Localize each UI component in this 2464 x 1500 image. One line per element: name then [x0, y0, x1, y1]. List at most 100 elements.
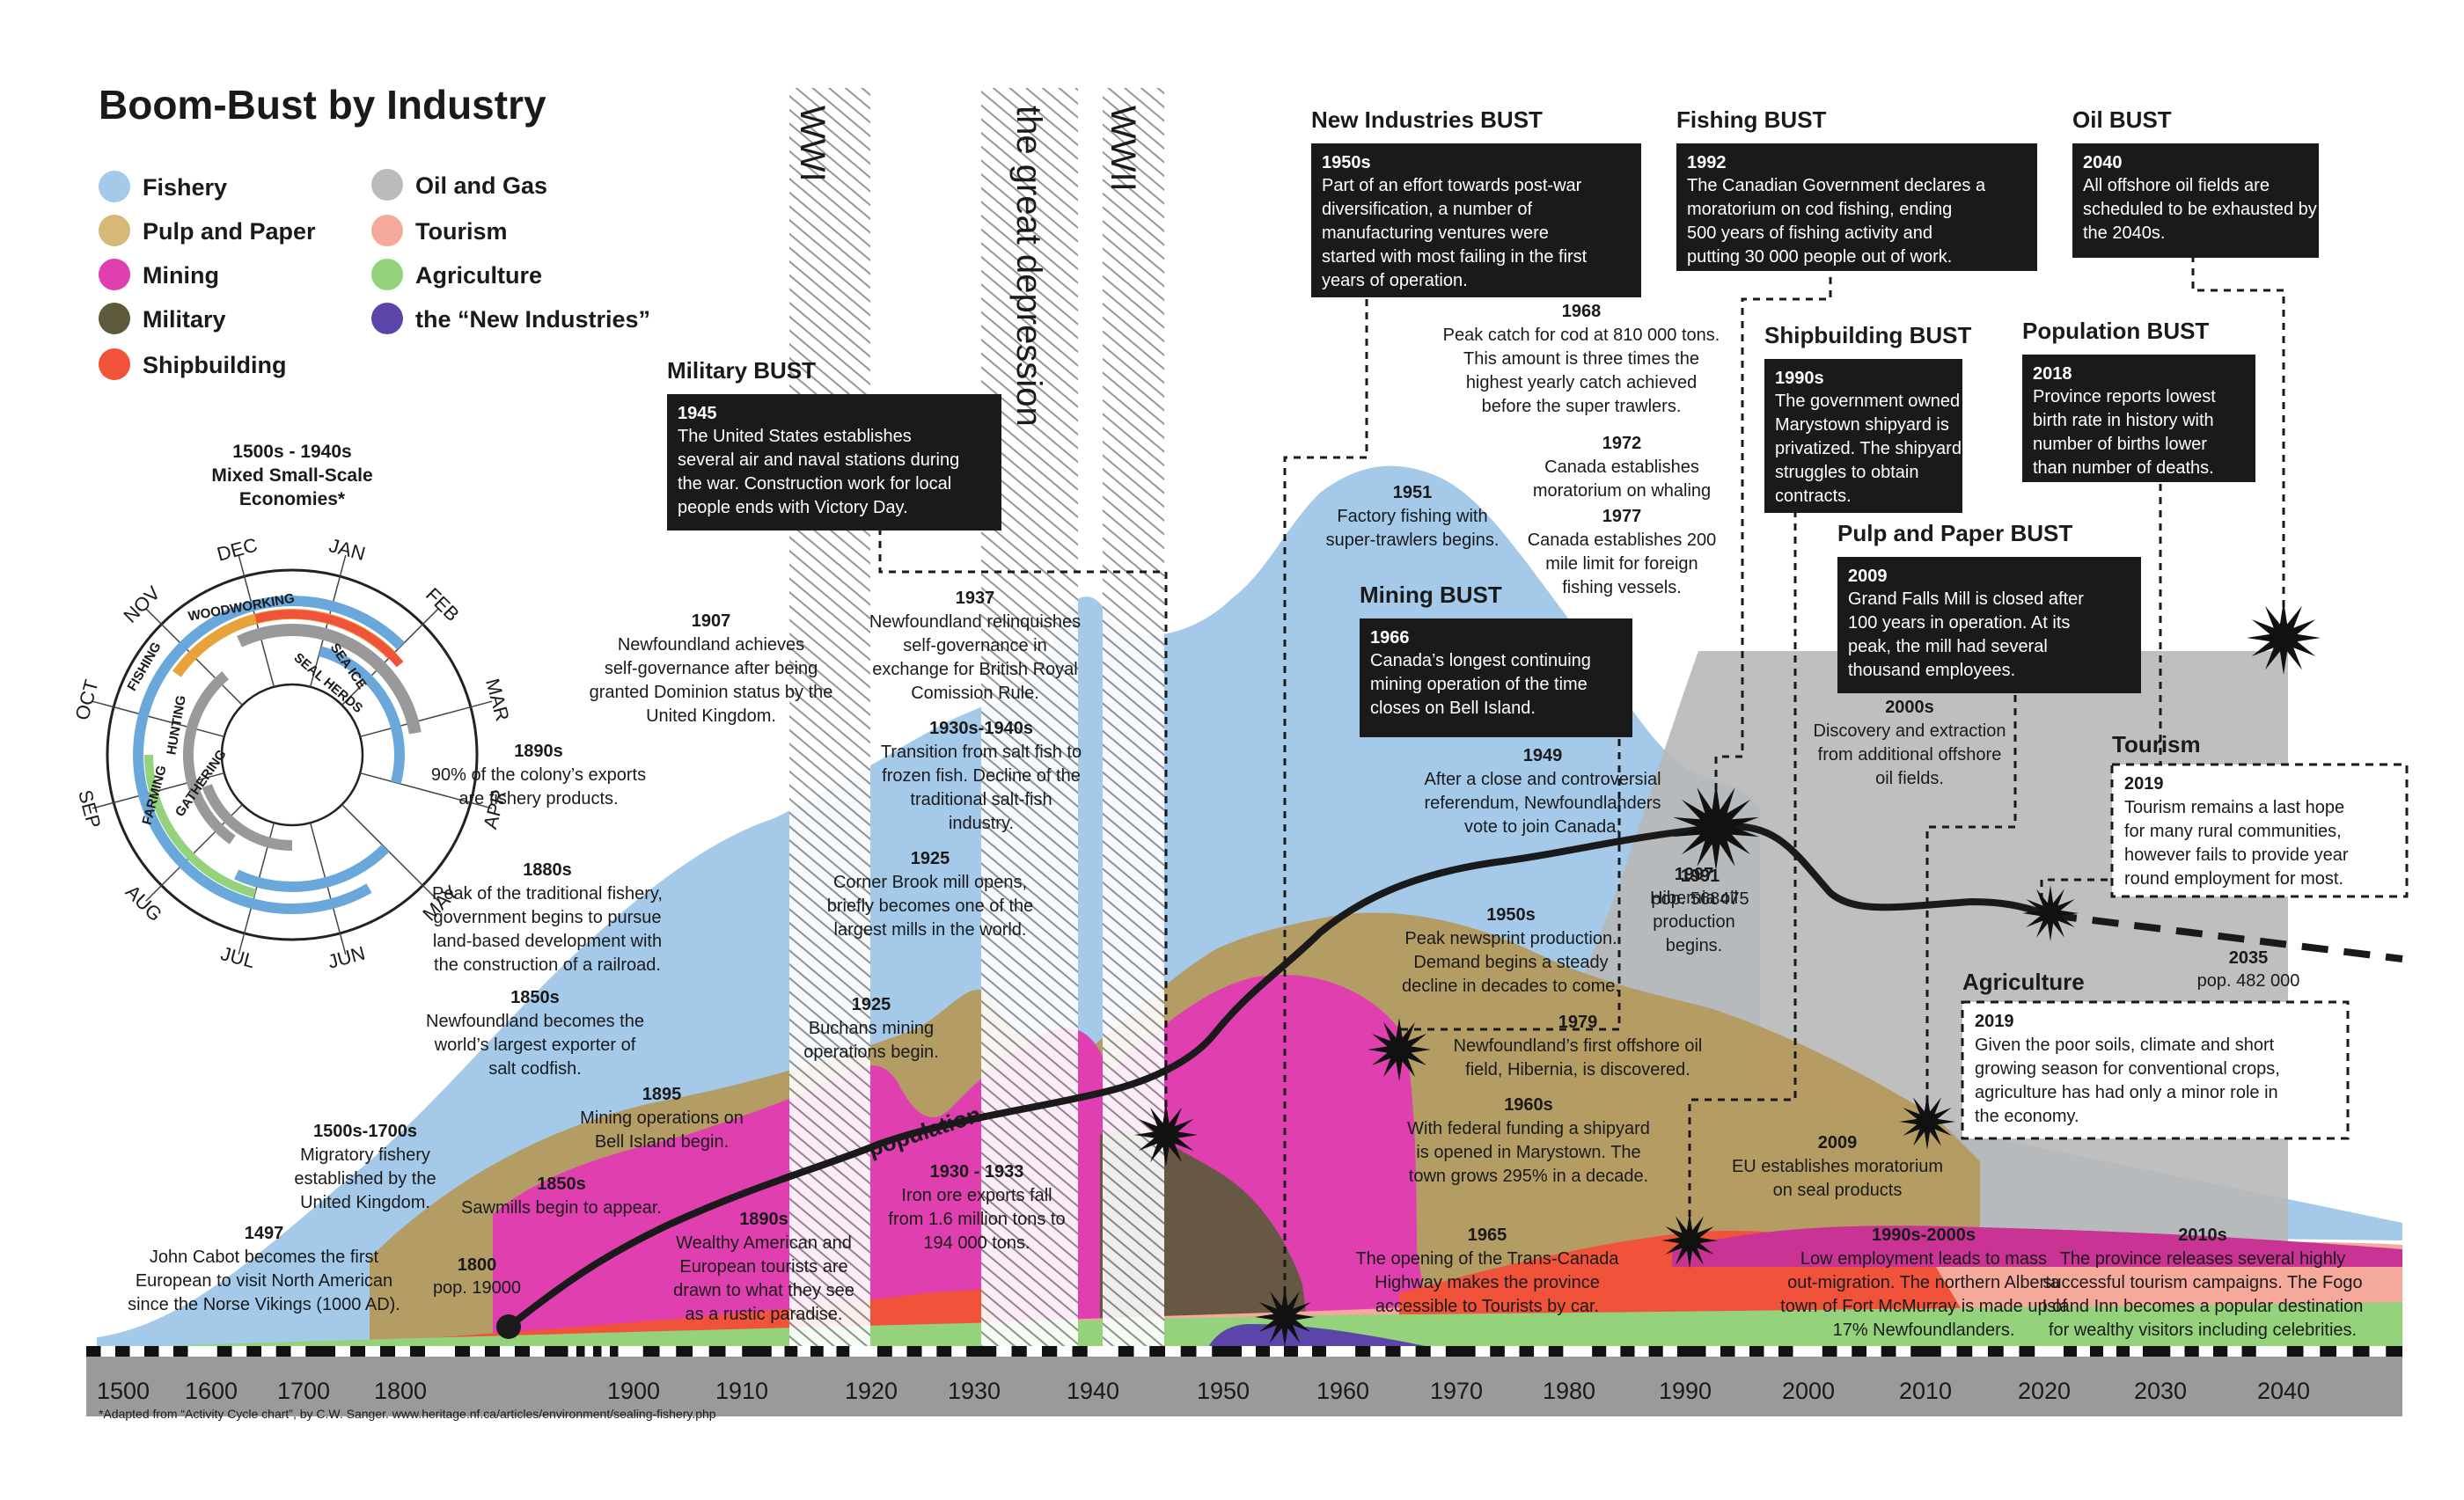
- annotation-year: 1850s: [510, 988, 560, 1007]
- axis-tick-block: [350, 1346, 365, 1357]
- legend-label: Oil and Gas: [415, 172, 547, 199]
- bust-heading: Fishing BUST: [1676, 106, 1827, 133]
- axis-tick-block: [305, 1346, 320, 1357]
- axis-tick-block: [515, 1346, 530, 1357]
- bust-heading: Oil BUST: [2072, 106, 2172, 133]
- axis-tick-block: [936, 1346, 952, 1357]
- axis-tick-label: 1900: [607, 1378, 660, 1404]
- annotation-line: Buchans mining: [809, 1019, 934, 1038]
- annotation-year: 2009: [1818, 1133, 1858, 1152]
- axis-tick-block: [1212, 1346, 1228, 1357]
- axis-tick-label: 2000: [1782, 1378, 1835, 1404]
- axis-tick-block: [1881, 1346, 1896, 1357]
- annotation-line: traditional salt-fish: [910, 790, 1052, 809]
- wheel-divider: [360, 772, 493, 809]
- wheel-outer: [106, 568, 479, 941]
- bust-starburst: [1255, 1287, 1315, 1347]
- axis-tick-block: [2116, 1346, 2130, 1357]
- axis-tick-block: [2213, 1346, 2228, 1357]
- wheel-arc-summer-fishing: [234, 844, 390, 892]
- population-point-label: 1800: [458, 1255, 497, 1275]
- depression-band: [981, 88, 1078, 1355]
- annotation-line: Factory fishing with: [1337, 507, 1487, 526]
- axis-tick-block: [576, 1346, 585, 1357]
- axis-tick-block: [1925, 1346, 1941, 1357]
- annotation-line: United Kingdom.: [300, 1193, 430, 1212]
- wheel-divider: [309, 823, 347, 955]
- axis-tick-label: 1800: [374, 1378, 427, 1404]
- timeline-axis: 1500 1600 1700 1800 1900 1910 1920 1930 1940 1950…: [86, 1346, 2402, 1416]
- annotation-line: out-migration. The northern Alberta: [1787, 1273, 2061, 1292]
- annotation-line: Discovery and extraction: [1814, 721, 2006, 741]
- dashed-box-line: the economy.: [1975, 1107, 2079, 1126]
- annotation-line: Demand begins a steady: [1413, 953, 1608, 972]
- annotation-line: government begins to pursue: [433, 908, 661, 927]
- axis-tick-block: [1822, 1346, 1837, 1357]
- annotation-line: Peak catch for cod at 810 000 tons.: [1443, 326, 1720, 345]
- dashed-boxes: Tourism 2019 Tourism remains a last hope fo…: [1961, 731, 2409, 1140]
- legend-swatch: [99, 171, 130, 202]
- axis-tick-block: [1691, 1346, 1706, 1357]
- legend-label: Mining: [143, 262, 219, 289]
- bust-year: 2040: [2083, 153, 2123, 172]
- bust-starburst: [1661, 1212, 1718, 1269]
- bust-box: [2022, 355, 2255, 482]
- dashed-box-heading: Tourism: [2112, 731, 2201, 757]
- wheel-title: 1500s - 1940s: [232, 442, 351, 462]
- annotation-line: super-trawlers begins.: [1326, 530, 1500, 550]
- war-bands: WWI the great depression WWII: [789, 88, 1164, 1355]
- bust-line: peak, the mill had several: [1848, 637, 2048, 656]
- footnote: *Adapted from “Activity Cycle chart”, by…: [99, 1407, 716, 1421]
- wheel-arc-hunting: [183, 671, 236, 845]
- bust-starburst: [1899, 1094, 1955, 1150]
- axis-tick-block: [593, 1346, 602, 1357]
- annotation-year: 1968: [1562, 302, 1602, 321]
- axis-tick-block: [1385, 1346, 1401, 1357]
- wheel-month: JUL: [218, 942, 257, 972]
- legend-label: Fishery: [143, 174, 227, 201]
- connector-shipbuilding: [1688, 510, 1797, 1240]
- legend-label: the “New Industries”: [415, 306, 650, 333]
- axis-tick-label: 1600: [185, 1378, 238, 1404]
- annotation-line: decline in decades to come.: [1402, 977, 1620, 996]
- dashed-box-line: for many rural communities,: [2124, 822, 2342, 841]
- axis-tick-block: [2386, 1346, 2402, 1357]
- axis-tick-label: 2040: [2257, 1378, 2310, 1404]
- annotation-line: on seal products: [1773, 1181, 1903, 1200]
- wheel-arc-fishing: [133, 596, 372, 914]
- legend-label: Pulp and Paper: [143, 218, 316, 245]
- annotation-line: highest yearly catch achieved: [1466, 373, 1697, 392]
- annotation-line: United Kingdom.: [646, 706, 776, 726]
- axis-tick-block: [1256, 1346, 1270, 1357]
- axis-tick-block: [1042, 1346, 1058, 1357]
- wheel-inner: [220, 683, 364, 827]
- dashed-box: [2110, 763, 2409, 898]
- bust-starburst: [2022, 885, 2079, 941]
- bust-line: started with most failing in the first: [1322, 247, 1588, 267]
- legend-label: Agriculture: [415, 262, 542, 289]
- axis-tick-block: [2184, 1346, 2199, 1357]
- bust-line: thousand employees.: [1848, 661, 2015, 680]
- axis-tick-label: 1930: [948, 1378, 1001, 1404]
- annotation-year: 1925: [852, 995, 891, 1014]
- legend-swatch: [99, 259, 130, 290]
- bust-line: 500 years of fishing activity and: [1687, 223, 1932, 243]
- axis-tick-label: 1960: [1316, 1378, 1369, 1404]
- axis-tick-block: [2090, 1346, 2103, 1357]
- bust-starburst: [1368, 1018, 1431, 1081]
- bust-year: 1992: [1687, 153, 1727, 172]
- wheel-arc-seal-herds: [319, 646, 405, 785]
- annotation-line: Comission Rule.: [911, 684, 1039, 703]
- bust-line: The government owned: [1775, 391, 1960, 411]
- wheel-title: Mixed Small-Scale: [211, 465, 372, 486]
- dashed-box-year: 2019: [2124, 774, 2164, 794]
- bust-heading: Population BUST: [2022, 318, 2209, 344]
- annotation-year: 1880s: [523, 860, 572, 880]
- population-curve: [506, 823, 2051, 1330]
- activity-wheel: 1500s - 1940s Mixed Small-Scale Economies*…: [70, 442, 513, 973]
- dashed-box-line: round employment for most.: [2124, 869, 2343, 889]
- annotation-line: before the super trawlers.: [1482, 397, 1682, 416]
- annotation-line: Highway makes the province: [1375, 1273, 1600, 1292]
